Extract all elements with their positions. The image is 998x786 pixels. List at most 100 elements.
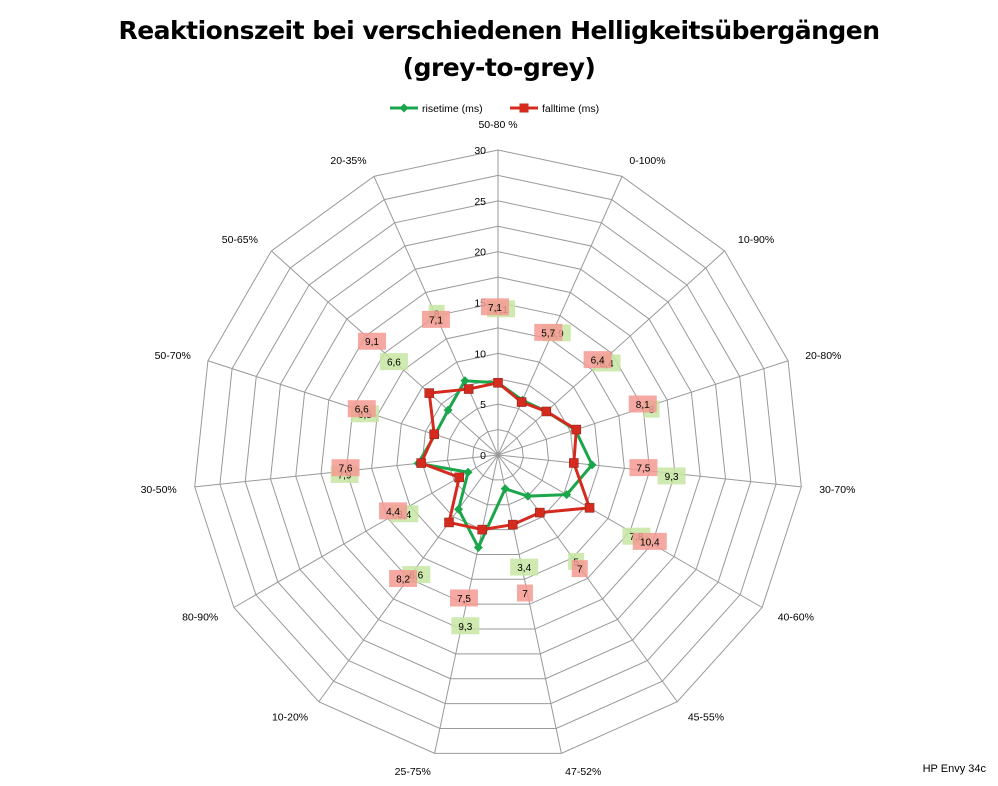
fall-point-marker xyxy=(444,517,454,528)
data-label: 7,5 xyxy=(457,594,471,605)
data-label-bg xyxy=(516,584,533,602)
legend: risetime (ms) falltime (ms) xyxy=(390,103,599,115)
fall-point-marker xyxy=(493,378,503,388)
grid-ring xyxy=(295,251,701,655)
series-line-fall xyxy=(419,381,592,532)
data-label-bg xyxy=(331,459,360,477)
category-label: 80-90% xyxy=(182,612,218,624)
data-label-bg xyxy=(357,332,386,350)
fall-point-marker xyxy=(584,503,595,513)
rise-point-marker xyxy=(443,405,453,415)
grid-ring xyxy=(472,429,524,481)
axis-tick-label: 0 xyxy=(480,450,486,462)
grid-ring xyxy=(269,225,727,680)
chart-title-line2: (grey-to-grey) xyxy=(402,53,596,82)
rise-point-marker xyxy=(460,376,470,386)
rise-point-marker xyxy=(587,460,597,470)
category-label: 20-35% xyxy=(330,155,366,167)
grid-ring xyxy=(219,174,777,729)
rise-point-marker xyxy=(500,484,510,494)
data-label-bg xyxy=(583,351,612,369)
category-label: 10-20% xyxy=(272,711,308,723)
data-label-bg xyxy=(510,558,539,576)
data-label: 7,5 xyxy=(636,464,650,475)
data-label: 7,1 xyxy=(429,315,443,326)
grid-spoke xyxy=(497,454,678,703)
data-label: 6,6 xyxy=(387,358,401,369)
grid-spoke xyxy=(497,454,562,754)
rise-point-marker xyxy=(523,491,533,501)
axis-tick-label: 30 xyxy=(474,145,486,157)
category-label: 50-65% xyxy=(222,234,258,246)
fall-point-marker xyxy=(541,406,552,417)
data-labels: 7,15,96,489,37,853,49,36,63,47,96,56,687… xyxy=(330,298,686,635)
data-label-bg xyxy=(379,502,408,520)
data-label: 7 xyxy=(522,589,528,600)
fall-point-marker xyxy=(535,507,545,518)
chart-title: Reaktionszeit bei verschiedenen Helligke… xyxy=(0,12,998,86)
data-label: 3,4 xyxy=(517,563,531,574)
data-label-bg xyxy=(347,400,376,418)
axis-tick-label: 25 xyxy=(474,196,486,208)
chart-title-line1: Reaktionszeit bei verschiedenen Helligke… xyxy=(118,16,880,45)
data-label-bg xyxy=(389,570,418,588)
data-label: 9,3 xyxy=(458,622,472,633)
legend-marker-rise xyxy=(399,103,409,113)
axis-tick-label: 5 xyxy=(480,399,486,411)
axis-tick-label: 10 xyxy=(474,348,486,360)
fall-point-marker xyxy=(454,472,465,483)
data-label-bg xyxy=(449,589,478,607)
category-label: 0-100% xyxy=(629,155,665,167)
legend-marker-fall xyxy=(519,103,529,113)
data-series xyxy=(413,376,597,552)
data-label: 4,4 xyxy=(386,507,400,518)
category-label: 25-75% xyxy=(395,766,431,778)
data-label-bg xyxy=(379,353,408,371)
footer-note: HP Envy 34c xyxy=(922,763,986,775)
fall-point-marker xyxy=(477,524,487,535)
fall-point-marker xyxy=(416,458,426,468)
rise-point-marker xyxy=(473,542,483,552)
data-label: 7,1 xyxy=(488,303,502,314)
grid-spoke xyxy=(271,250,499,456)
category-label: 10-90% xyxy=(738,234,774,246)
data-label: 6,4 xyxy=(591,356,605,367)
data-label: 6,6 xyxy=(355,405,369,416)
data-label: 7,6 xyxy=(339,464,353,475)
grid-spoke xyxy=(233,454,499,608)
legend-label-fall: falltime (ms) xyxy=(542,103,599,115)
data-label: 5,7 xyxy=(541,328,555,339)
grid-ring xyxy=(244,200,752,705)
grid-ring xyxy=(194,149,802,754)
data-label: 7 xyxy=(577,565,583,576)
category-label: 50-70% xyxy=(155,350,191,362)
data-label: 9,1 xyxy=(365,337,379,348)
category-label: 40-60% xyxy=(778,612,814,624)
grid-ring xyxy=(345,301,651,605)
data-label-bg xyxy=(632,532,667,550)
axis-tick-label: 15 xyxy=(474,298,486,310)
data-label: 9,3 xyxy=(665,472,679,483)
data-label-bg xyxy=(628,395,657,413)
data-label-bg xyxy=(481,298,509,316)
rise-point-marker xyxy=(454,504,464,514)
rise-point-marker xyxy=(463,467,473,477)
fall-point-marker xyxy=(508,519,518,530)
data-label-bg xyxy=(571,560,588,578)
grid-ring xyxy=(320,276,676,630)
fall-point-marker xyxy=(569,458,579,468)
data-label-bg xyxy=(534,323,563,341)
legend-label-rise: risetime (ms) xyxy=(422,103,483,115)
axis-tick-label: 20 xyxy=(474,247,486,259)
category-label: 30-70% xyxy=(819,484,855,496)
data-label: 10,4 xyxy=(640,537,660,548)
data-label-bg xyxy=(451,617,480,635)
data-label-bg xyxy=(421,310,450,328)
grid-ring xyxy=(396,352,600,555)
fall-point-marker xyxy=(463,384,474,394)
fall-point-marker xyxy=(424,388,434,398)
rise-point-marker xyxy=(562,490,572,500)
fall-point-marker xyxy=(429,429,439,440)
category-label: 20-80% xyxy=(805,350,841,362)
